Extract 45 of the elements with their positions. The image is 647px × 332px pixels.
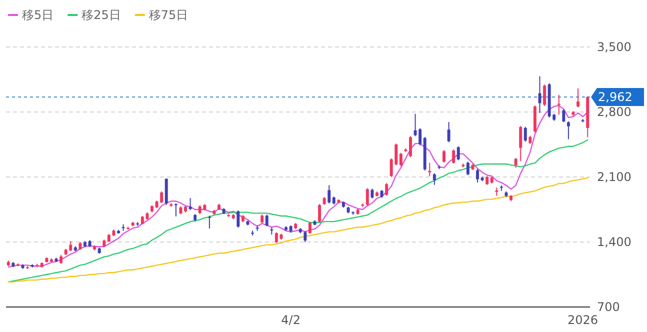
candlestick	[524, 126, 527, 142]
candlestick	[385, 182, 388, 196]
candlestick	[208, 215, 211, 230]
candlestick	[476, 168, 479, 184]
candlestick	[452, 149, 456, 164]
candlestick	[566, 120, 570, 140]
candlestick	[236, 210, 240, 228]
candlestick	[447, 122, 450, 143]
candlestick	[399, 152, 402, 167]
line-series	[8, 177, 588, 283]
candlestick	[308, 222, 312, 234]
candlestick	[432, 172, 436, 186]
candlestick	[514, 157, 518, 168]
candlestick	[265, 214, 268, 227]
candlestick	[328, 184, 331, 204]
y-tick-label: 2,100	[597, 170, 632, 184]
candlestick	[519, 125, 522, 162]
legend-label: 移25日	[82, 8, 121, 22]
legend-label: 移75日	[148, 8, 188, 22]
candlestick	[409, 136, 412, 158]
candlestick	[466, 161, 470, 176]
x-tick-label: 4/2	[281, 313, 300, 327]
candlestick	[456, 146, 460, 161]
legend-label: 移5日	[22, 8, 54, 22]
candlestick	[304, 230, 307, 243]
x-tick-label: 2026	[568, 313, 598, 327]
candlestick	[274, 232, 278, 244]
y-tick-label: 3,500	[597, 40, 632, 54]
candlestick	[428, 162, 432, 177]
y-tick-label: 1,400	[597, 235, 632, 249]
ref-line-label: 2,962	[598, 90, 632, 104]
candlestick	[557, 94, 560, 116]
candlestick	[366, 188, 369, 206]
y-tick-label: 700	[597, 300, 620, 314]
line-series	[8, 139, 588, 283]
y-tick-label: 2,800	[597, 105, 632, 119]
candlestick	[562, 108, 566, 123]
candlestick	[270, 226, 274, 236]
candlestick	[576, 88, 580, 108]
candlestick	[370, 188, 374, 199]
candlestick	[174, 202, 178, 217]
candlestick	[318, 203, 322, 223]
candlestick	[543, 84, 546, 106]
candlestick	[442, 150, 446, 164]
candlestick	[188, 198, 192, 210]
